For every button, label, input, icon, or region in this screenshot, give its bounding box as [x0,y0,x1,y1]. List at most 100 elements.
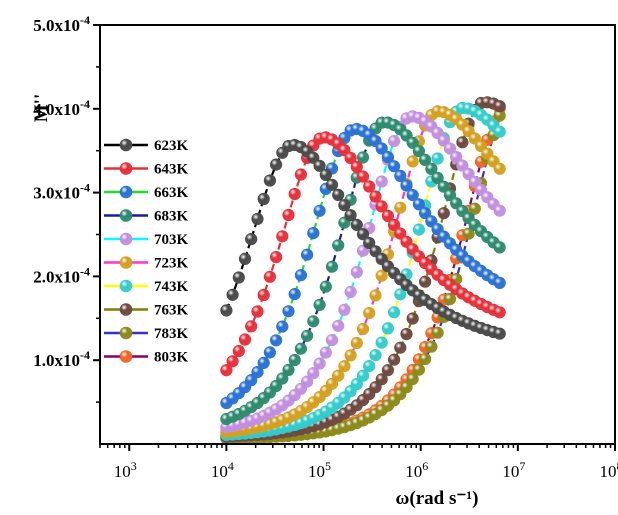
data-point [493,276,506,290]
data-point [400,381,413,394]
legend: 623K 643K 663K 683K 703K 723K 743K 763K 783K 803K [104,138,189,366]
data-point [332,369,345,382]
data-point [276,372,289,385]
data-point [350,336,363,350]
legend-marker [119,185,133,199]
data-point [400,179,413,192]
data-point [406,155,419,168]
data-point [468,202,481,215]
data-point [238,252,252,265]
data-point [431,326,444,339]
data-point [456,136,469,149]
data-point [431,171,444,184]
data-point [419,352,432,366]
data-point [443,142,457,155]
data-point [301,329,314,342]
data-point [363,180,376,193]
legend-label: 723K [154,256,189,272]
legend-item-743K: 743K [104,279,189,295]
data-point [319,280,332,293]
legend-item-703K: 703K [104,232,189,248]
data-point [319,168,332,181]
series-643K [220,131,506,377]
data-point [263,346,277,359]
data-point [257,288,270,302]
x-tick-label: 103 [114,459,137,481]
data-point [270,251,283,264]
data-point [288,187,301,201]
data-point [220,304,233,317]
data-point [282,208,295,222]
x-axis-title: ω(rad s⁻¹) [396,488,479,509]
data-point [251,305,264,318]
data-point [375,175,388,188]
legend-marker [119,138,133,152]
data-point [288,353,301,367]
y-tick-label: 2.0x10-4 [33,264,90,286]
data-point [344,285,357,299]
data-point [313,204,326,217]
data-point [493,125,506,138]
data-point [369,190,382,203]
data-point [375,336,388,349]
data-point [394,227,407,240]
data-point [388,135,401,148]
data-point [307,227,320,240]
data-point [400,327,413,341]
data-point [294,168,308,181]
data-point [412,145,426,158]
data-point [450,151,463,164]
data-point [338,360,351,373]
data-point [288,288,301,301]
legend-marker [119,232,133,246]
data-point [307,151,320,164]
data-point [443,189,457,202]
data-point [493,100,506,113]
data-point [381,151,395,164]
y-tick-label: 1.0x10-4 [33,348,90,370]
data-point [313,159,326,172]
data-point [313,357,326,370]
data-point [257,356,270,370]
data-point [307,367,320,380]
data-point [245,374,258,387]
legend-marker [119,350,133,363]
data-point [356,228,370,241]
series-623K [220,138,506,340]
data-point [388,218,401,232]
legend-marker [119,162,133,175]
legend-label: 763K [154,303,189,319]
data-point [369,289,382,302]
legend-label: 803K [154,350,189,366]
data-point [406,312,419,325]
x-tick-label: 104 [211,459,234,481]
data-point [282,305,295,318]
data-point [412,223,426,236]
legend-item-683K: 683K [104,209,189,225]
x-tick-label: 108 [600,459,618,481]
data-point [425,162,438,175]
data-point [263,174,277,187]
legend-label: 743K [154,279,189,295]
data-point [226,355,239,368]
data-point [419,275,432,288]
data-point [375,142,388,155]
legend-item-663K: 663K [104,185,189,201]
data-point [226,288,239,301]
data-points [220,96,506,445]
legend-marker [119,326,133,340]
data-point [394,169,407,182]
data-point [270,158,283,171]
data-point [319,346,332,359]
data-point [356,322,370,336]
legend-item-723K: 723K [104,256,189,272]
data-point [232,271,245,284]
legend-label: 703K [154,232,189,248]
legend-label: 663K [154,185,189,201]
data-point [325,377,339,390]
data-point [350,266,363,279]
series-683K [220,116,506,426]
data-point [332,188,345,201]
data-point [419,207,432,220]
data-point [363,360,376,373]
